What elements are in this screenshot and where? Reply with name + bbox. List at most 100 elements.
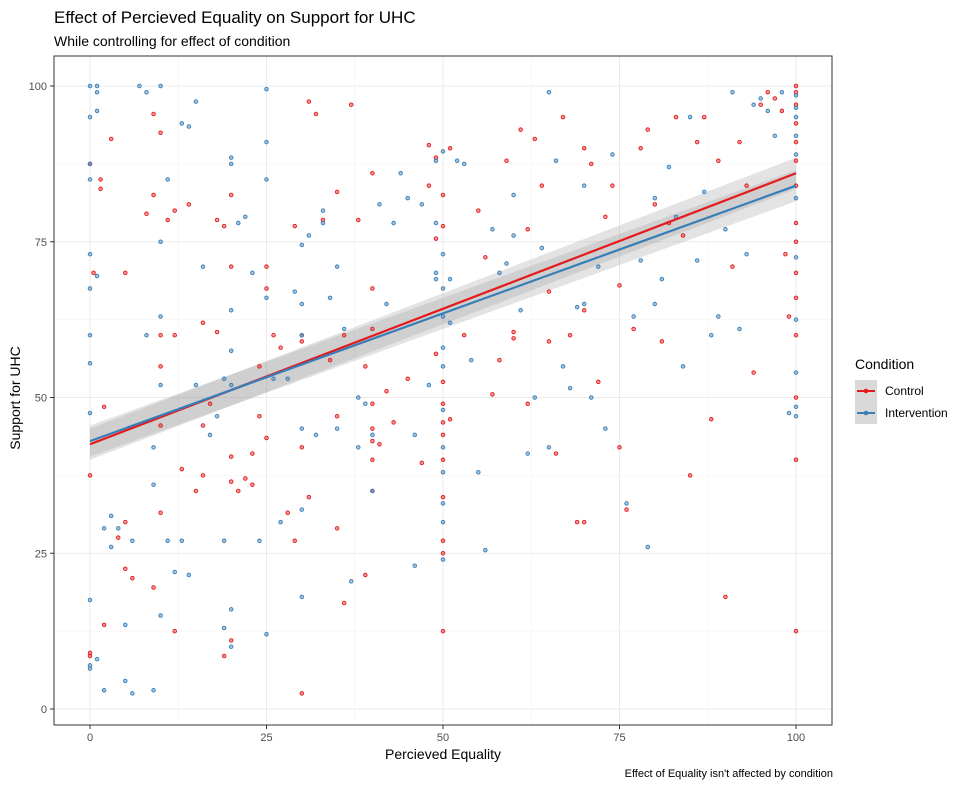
data-point-control <box>490 392 495 397</box>
data-point-control <box>370 286 375 291</box>
data-point-intervention <box>574 304 580 310</box>
data-point-intervention <box>772 133 778 139</box>
data-point-intervention <box>334 426 340 431</box>
data-point-control <box>610 183 615 188</box>
data-point-intervention <box>440 364 446 369</box>
data-point-intervention <box>94 83 100 89</box>
data-point-control <box>87 650 93 656</box>
data-point-intervention <box>228 607 234 612</box>
data-point-control <box>793 158 799 164</box>
data-point-control <box>772 96 778 101</box>
data-point-intervention <box>151 688 156 693</box>
data-point-intervention <box>87 286 93 291</box>
data-point-control <box>638 146 643 151</box>
data-point-intervention <box>793 413 799 419</box>
data-point-control <box>370 438 375 444</box>
data-point-control <box>461 332 467 338</box>
data-point-intervention <box>123 678 128 684</box>
data-point-control <box>158 364 163 369</box>
data-point-control <box>158 423 163 428</box>
data-point-control <box>426 142 432 148</box>
data-point-intervention <box>687 114 693 120</box>
data-point-control <box>370 401 375 406</box>
data-point-control <box>553 451 559 456</box>
data-point-control <box>440 457 446 463</box>
data-point-intervention <box>179 538 185 544</box>
x-axis-label: Percieved Equality <box>385 746 501 762</box>
data-point-control <box>87 653 93 659</box>
data-point-control <box>737 139 742 145</box>
data-point-intervention <box>264 177 269 182</box>
x-tick-label: 25 <box>260 732 272 744</box>
legend: Condition Control Intervention <box>855 356 948 424</box>
data-point-control <box>617 445 622 450</box>
x-tick-label: 50 <box>437 732 449 744</box>
axis-ticks: 0 25 50 75 100 0 25 50 75 100 <box>29 81 806 744</box>
data-point-control <box>589 161 594 167</box>
data-point-intervention <box>433 158 439 164</box>
data-point-intervention <box>589 395 594 400</box>
data-point-control <box>348 102 354 107</box>
data-point-intervention <box>793 105 799 111</box>
data-point-control <box>793 102 799 107</box>
data-point-intervention <box>214 413 220 419</box>
data-point-intervention <box>179 121 185 126</box>
data-point-control <box>511 329 516 335</box>
data-point-control <box>560 114 566 120</box>
data-point-intervention <box>596 264 601 269</box>
data-point-intervention <box>299 426 305 431</box>
data-point-control <box>370 170 375 176</box>
data-point-intervention <box>476 470 481 475</box>
data-point-control <box>334 189 340 195</box>
data-point-control <box>250 451 255 456</box>
data-point-control <box>574 519 580 525</box>
chart-subtitle: While controlling for effect of conditio… <box>54 33 291 49</box>
data-point-control <box>483 255 488 260</box>
data-point-control <box>334 526 340 531</box>
data-point-control <box>546 289 552 294</box>
data-point-intervention <box>87 360 93 366</box>
data-point-control <box>716 158 721 164</box>
data-point-control <box>440 551 446 556</box>
data-point-intervention <box>299 242 305 248</box>
data-point-control <box>101 622 107 628</box>
data-point-intervention <box>115 526 121 531</box>
data-point-control <box>518 127 523 132</box>
data-point-intervention <box>631 314 636 319</box>
data-point-control <box>694 139 700 145</box>
data-point-control <box>271 332 276 338</box>
fit-lines <box>89 172 797 446</box>
data-point-intervention <box>419 202 425 207</box>
data-point-control <box>327 357 333 363</box>
data-point-intervention <box>108 513 114 519</box>
data-point-control <box>236 488 241 494</box>
data-point-control <box>214 217 220 223</box>
data-point-intervention <box>553 158 559 164</box>
data-point-control <box>723 594 728 600</box>
data-point-intervention <box>87 663 93 668</box>
data-point-control <box>440 223 446 229</box>
data-point-intervention <box>793 404 799 410</box>
data-point-control <box>165 217 170 223</box>
data-point-control <box>91 270 96 276</box>
data-point-control <box>631 326 636 332</box>
data-point-intervention <box>172 569 177 575</box>
y-tick-label: 0 <box>41 704 47 716</box>
data-point-intervention <box>645 544 650 550</box>
data-point-intervention <box>744 251 749 257</box>
data-point-intervention <box>532 395 538 400</box>
data-point-control <box>539 183 545 188</box>
data-point-control <box>581 146 587 151</box>
data-point-control <box>793 457 799 463</box>
data-point-control <box>98 186 103 192</box>
data-point-intervention <box>370 432 375 438</box>
legend-point-control <box>863 388 869 394</box>
data-point-control <box>334 413 340 419</box>
data-point-control <box>511 336 516 341</box>
data-point-control <box>207 401 213 406</box>
data-point-intervention <box>581 301 587 307</box>
data-point-control <box>440 192 446 198</box>
data-point-intervention <box>341 326 347 332</box>
data-point-intervention <box>271 376 276 382</box>
